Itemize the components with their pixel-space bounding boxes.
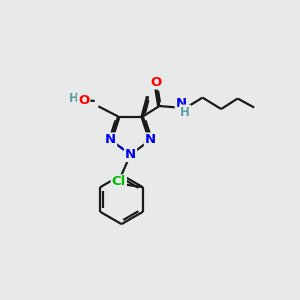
- Text: N: N: [176, 97, 187, 110]
- Text: H: H: [180, 106, 190, 118]
- Text: H: H: [69, 92, 79, 105]
- Text: N: N: [105, 134, 116, 146]
- Text: N: N: [125, 148, 136, 161]
- Text: O: O: [78, 94, 89, 107]
- Text: Cl: Cl: [112, 175, 126, 188]
- Text: N: N: [145, 134, 156, 146]
- Text: O: O: [151, 76, 162, 88]
